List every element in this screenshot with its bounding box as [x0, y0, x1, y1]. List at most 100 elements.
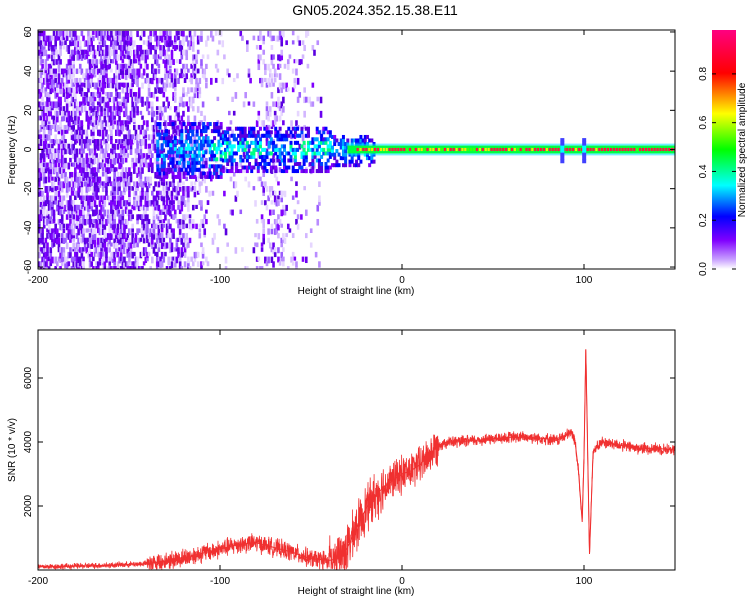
spectrogram-cell [88, 115, 92, 123]
spectrogram-cell [113, 176, 116, 182]
spectrogram-cell [263, 154, 267, 159]
spectrogram-cell [301, 134, 305, 142]
spectrogram-cell [206, 125, 210, 130]
spectrogram-cell [219, 171, 223, 176]
spectrogram-cell [196, 35, 200, 42]
spectrogram-cell [118, 63, 121, 71]
spectrogram-cell [162, 106, 166, 113]
spectrogram-cell [62, 82, 66, 87]
spectrogram-cell [175, 218, 179, 224]
spectrogram-cell [108, 242, 112, 247]
spectrogram-cell [54, 148, 57, 154]
spectrogram-cell [57, 162, 61, 168]
spectrogram-cell [282, 261, 285, 267]
spectrogram-cell [90, 77, 94, 85]
spectrogram-cell [209, 77, 213, 85]
spectrogram-cell [167, 181, 171, 187]
spectrogram-cell [193, 134, 197, 140]
spectrogram-cell [133, 73, 136, 79]
spectrogram-cell [101, 54, 105, 60]
spectrogram-cell [78, 129, 82, 136]
spectrogram-cell [302, 158, 306, 163]
spectrogram-cell [275, 200, 279, 207]
spectrogram-cell [355, 159, 359, 164]
spectrogram-cell [280, 40, 284, 47]
spectrogram-cell [72, 120, 75, 125]
spectrogram-cell [106, 59, 110, 65]
spectrogram-cell [42, 157, 46, 163]
spectrogram-cell [116, 92, 120, 98]
spectrogram-cell [560, 155, 565, 160]
spectrogram-cell [160, 209, 164, 215]
spectrogram-cell [72, 59, 75, 65]
spectrogram-cell [96, 162, 100, 168]
spectrogram-cell [124, 186, 128, 192]
spectrogram-cell [320, 165, 324, 170]
spectrogram-cell [47, 171, 51, 179]
spectrogram-cell [116, 157, 120, 164]
spectrogram-cell [111, 190, 115, 196]
spectrogram-cell [142, 214, 146, 219]
spectrogram-cell [129, 228, 133, 234]
spectrogram-cell [49, 101, 53, 106]
spectrogram-cell [188, 96, 192, 102]
spectrogram-cell [67, 73, 71, 80]
spectrogram-cell [282, 256, 285, 262]
spectrogram-cell [182, 150, 186, 155]
spectrogram-cell [273, 251, 277, 258]
spectrogram-cell [257, 59, 261, 64]
spectrogram-cell [234, 161, 238, 166]
spectrogram-cell [96, 120, 100, 126]
spectrogram-cell [272, 101, 275, 107]
spectrogram-cell [42, 209, 46, 217]
spectrogram-cell [60, 30, 64, 36]
spectrogram-cell [142, 129, 146, 137]
spectrogram-cell [108, 223, 112, 230]
spectrogram-cell [228, 144, 232, 149]
spectrogram-cell [280, 54, 284, 61]
spectrogram-cell [304, 151, 308, 156]
spectrogram-cell [155, 223, 159, 228]
spectrogram-cell [182, 200, 185, 205]
spectrogram-cell [275, 218, 279, 225]
spectrogram-cell [162, 148, 166, 153]
spectrogram-cell [90, 204, 94, 212]
spectrogram-cell [210, 153, 214, 158]
spectrogram-cell [318, 261, 321, 268]
spectrogram-cell [265, 261, 269, 267]
spectrogram-cell [180, 150, 184, 155]
spectrogram-cell [267, 161, 271, 166]
spectrogram-cell [169, 139, 172, 144]
spectrogram-cell [41, 167, 44, 174]
spectrogram-cell [41, 59, 44, 64]
spectrogram-cell [113, 77, 116, 85]
spectrogram-cell [144, 200, 148, 207]
spectrogram-cell [230, 169, 234, 174]
spectrogram-cell [106, 242, 110, 247]
spectrogram-cell [250, 126, 254, 131]
spectrogram-cell [88, 106, 92, 111]
spectrogram-cell [69, 237, 72, 243]
spectrogram-cell [141, 190, 144, 196]
spectrogram-cell [51, 49, 54, 56]
spectrogram-cell [187, 261, 190, 268]
spectrogram-cell [70, 54, 74, 61]
spectrogram-cell [195, 146, 199, 151]
spectrogram-cell [65, 96, 69, 104]
spectrogram-cell [128, 129, 131, 137]
spectrogram-cell [160, 242, 164, 250]
spectrogram-cell [88, 171, 92, 177]
spectrogram-cell [155, 40, 159, 47]
spectrogram-cell [116, 120, 120, 126]
spectrogram-cell [183, 247, 187, 253]
spectrogram-cell [136, 30, 139, 38]
spectrogram-cell [228, 154, 232, 159]
spectrogram-cell [175, 195, 179, 201]
spectrogram-cell [57, 30, 61, 37]
spectrogram-cell [177, 77, 180, 84]
spectrogram-cell [64, 237, 67, 243]
spectrogram-cell [302, 151, 306, 156]
spectrogram-cell [126, 30, 130, 38]
spectrogram-cell [316, 218, 320, 226]
spectrogram-cell [80, 101, 84, 106]
